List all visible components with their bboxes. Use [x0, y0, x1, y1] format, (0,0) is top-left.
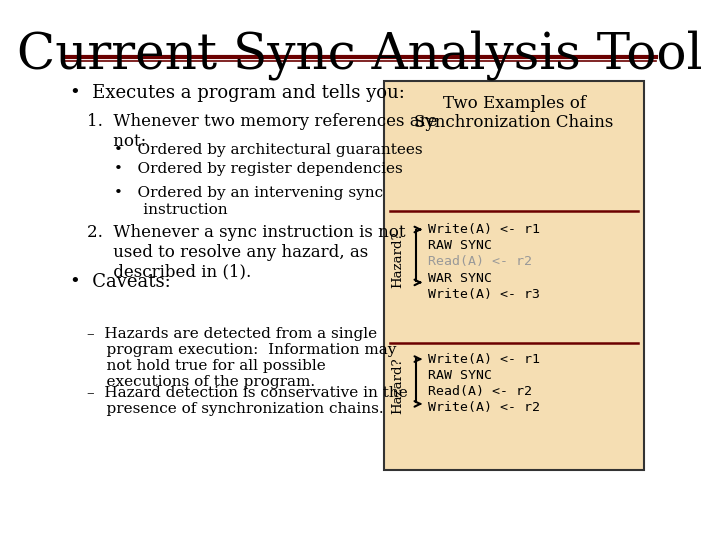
- Text: 1.  Whenever two memory references are
     not:: 1. Whenever two memory references are no…: [87, 113, 438, 150]
- Text: •  Executes a program and tells you:: • Executes a program and tells you:: [70, 84, 405, 102]
- Text: Read(A) <- r2: Read(A) <- r2: [428, 385, 532, 398]
- Text: •   Ordered by register dependencies: • Ordered by register dependencies: [114, 162, 403, 176]
- Text: Read(A) <- r2: Read(A) <- r2: [428, 255, 532, 268]
- Text: –  Hazard detection is conservative in the
    presence of synchronization chain: – Hazard detection is conservative in th…: [87, 386, 408, 416]
- FancyBboxPatch shape: [384, 81, 644, 470]
- Text: RAW SYNC: RAW SYNC: [428, 369, 492, 382]
- Text: Write(A) <- r3: Write(A) <- r3: [428, 288, 540, 301]
- Text: Current Sync Analysis Tool: Current Sync Analysis Tool: [17, 30, 703, 80]
- Text: –  Hazards are detected from a single
    program execution:  Information may
  : – Hazards are detected from a single pro…: [87, 327, 397, 389]
- Text: Write(A) <- r2: Write(A) <- r2: [428, 401, 540, 414]
- Text: Hazard?: Hazard?: [391, 358, 404, 414]
- Text: WAR SYNC: WAR SYNC: [428, 272, 492, 285]
- Text: 2.  Whenever a sync instruction is not
     used to resolve any hazard, as
     : 2. Whenever a sync instruction is not us…: [87, 224, 406, 280]
- Text: Hazard?: Hazard?: [391, 231, 404, 287]
- Text: Two Examples of
Synchronization Chains: Two Examples of Synchronization Chains: [415, 94, 613, 131]
- Text: •   Ordered by an intervening sync
      instruction: • Ordered by an intervening sync instruc…: [114, 186, 383, 217]
- Text: Write(A) <- r1: Write(A) <- r1: [428, 223, 540, 236]
- Text: Write(A) <- r1: Write(A) <- r1: [428, 353, 540, 366]
- Text: •  Caveats:: • Caveats:: [70, 273, 171, 291]
- Text: RAW SYNC: RAW SYNC: [428, 239, 492, 252]
- Text: •   Ordered by architectural guarantees: • Ordered by architectural guarantees: [114, 143, 423, 157]
